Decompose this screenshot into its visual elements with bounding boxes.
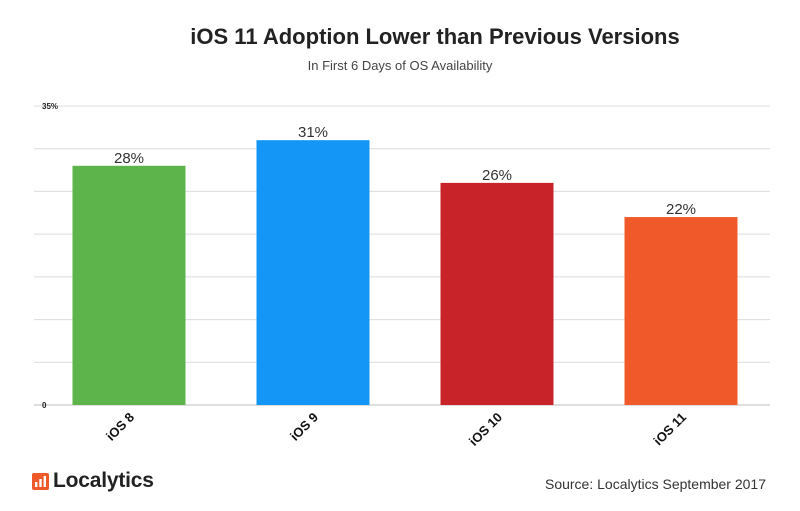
bar	[440, 182, 554, 405]
data-label: 31%	[298, 124, 328, 141]
x-tick-label: iOS 10	[466, 410, 505, 449]
logo-text: Localytics	[53, 469, 154, 492]
x-tick-label: iOS 9	[287, 410, 321, 444]
localytics-logo: Localytics	[32, 467, 154, 495]
x-tick-label: iOS 11	[650, 410, 689, 449]
data-label: 28%	[114, 150, 144, 167]
y-tick-label: 0	[42, 401, 47, 410]
source-note: Source: Localytics September 2017	[544, 476, 766, 492]
bar	[72, 165, 186, 405]
data-label: 22%	[666, 201, 696, 218]
bar	[624, 217, 738, 405]
data-label: 26%	[482, 167, 512, 184]
chart-title: iOS 11 Adoption Lower than Previous Vers…	[190, 24, 680, 49]
x-tick-label: iOS 8	[103, 410, 137, 444]
chart-subtitle: In First 6 Days of OS Availability	[307, 58, 493, 73]
bar	[256, 140, 370, 405]
y-tick-label: 35%	[42, 102, 58, 111]
localytics-logo-icon	[32, 472, 49, 490]
